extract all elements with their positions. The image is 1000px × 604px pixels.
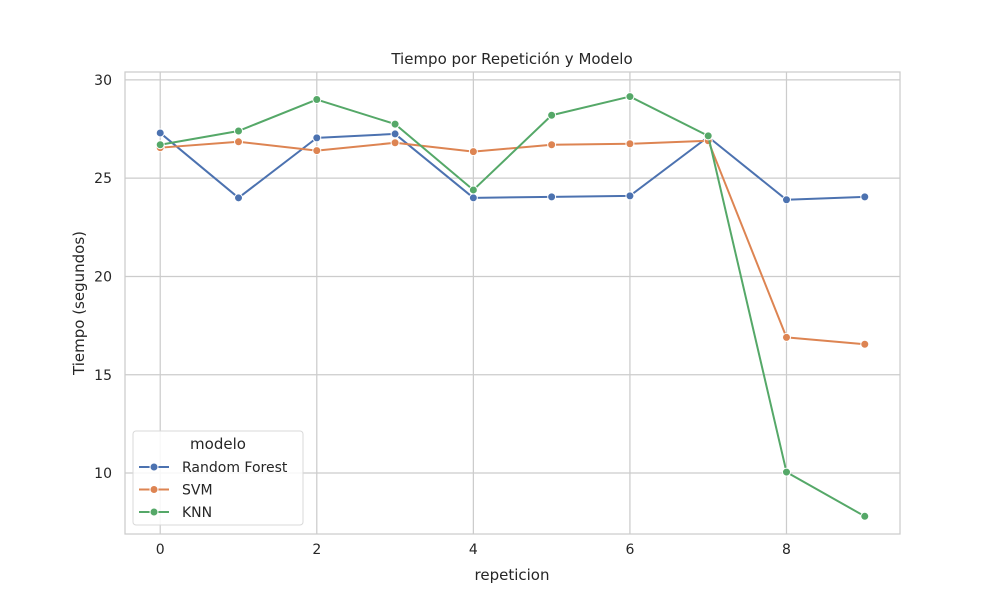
series-line — [159, 95, 866, 518]
data-point — [547, 192, 557, 202]
data-point — [860, 192, 870, 202]
legend-item: Random Forest — [139, 460, 288, 476]
data-point — [625, 191, 635, 201]
legend-label: Random Forest — [182, 460, 288, 476]
x-tick-label: 2 — [312, 542, 321, 558]
data-point — [390, 138, 400, 148]
data-point — [234, 193, 244, 203]
legend-item: SVM — [139, 483, 213, 499]
series-random-forest — [155, 128, 870, 205]
chart-title: Tiempo por Repetición y Modelo — [390, 50, 632, 68]
plot-frame — [124, 71, 901, 535]
data-point — [390, 129, 400, 139]
data-point — [234, 137, 244, 147]
legend-marker-swatch — [149, 462, 159, 472]
series-layer — [155, 92, 870, 521]
data-point — [312, 146, 322, 156]
series-knn — [155, 92, 870, 521]
y-tick-labels: 10 15 20 25 30 — [94, 73, 112, 482]
data-point — [390, 119, 400, 129]
x-tick-label: 4 — [469, 542, 478, 558]
data-point — [155, 128, 165, 138]
y-tick-label: 25 — [94, 171, 112, 187]
data-point — [860, 339, 870, 349]
y-axis-label: Tiempo (segundos) — [70, 231, 88, 376]
data-point — [781, 332, 791, 342]
legend-item: KNN — [139, 505, 212, 521]
series-svm — [155, 136, 870, 349]
x-axis-label: repeticion — [475, 566, 550, 584]
data-point — [468, 147, 478, 157]
legend-label: SVM — [182, 483, 213, 499]
x-tick-label: 8 — [782, 542, 791, 558]
y-tick-label: 10 — [94, 466, 112, 482]
legend-items: Random Forest SVM KNN — [139, 460, 288, 521]
data-point — [781, 467, 791, 477]
legend-label: KNN — [182, 505, 212, 521]
data-point — [155, 140, 165, 150]
series-line — [159, 139, 866, 346]
x-tick-labels: 0 2 4 6 8 — [156, 542, 791, 558]
data-point — [468, 185, 478, 195]
legend: modelo Random Forest SVM KNN — [132, 430, 304, 526]
series-line — [159, 131, 866, 201]
data-point — [625, 92, 635, 102]
legend-title: modelo — [190, 435, 246, 453]
legend-box — [132, 430, 304, 526]
data-point — [234, 126, 244, 136]
data-point — [312, 95, 322, 105]
data-point — [860, 511, 870, 521]
x-tick-label: 0 — [156, 542, 165, 558]
data-point — [547, 140, 557, 150]
y-tick-label: 20 — [94, 269, 112, 285]
legend-marker-swatch — [149, 507, 159, 517]
data-point — [312, 133, 322, 143]
data-point — [625, 139, 635, 149]
data-point — [781, 195, 791, 205]
y-tick-label: 15 — [94, 368, 112, 384]
x-tick-label: 6 — [625, 542, 634, 558]
data-point — [468, 193, 478, 203]
data-point — [703, 131, 713, 141]
y-tick-label: 30 — [94, 73, 112, 89]
data-point — [547, 110, 557, 120]
legend-marker-swatch — [149, 485, 159, 494]
